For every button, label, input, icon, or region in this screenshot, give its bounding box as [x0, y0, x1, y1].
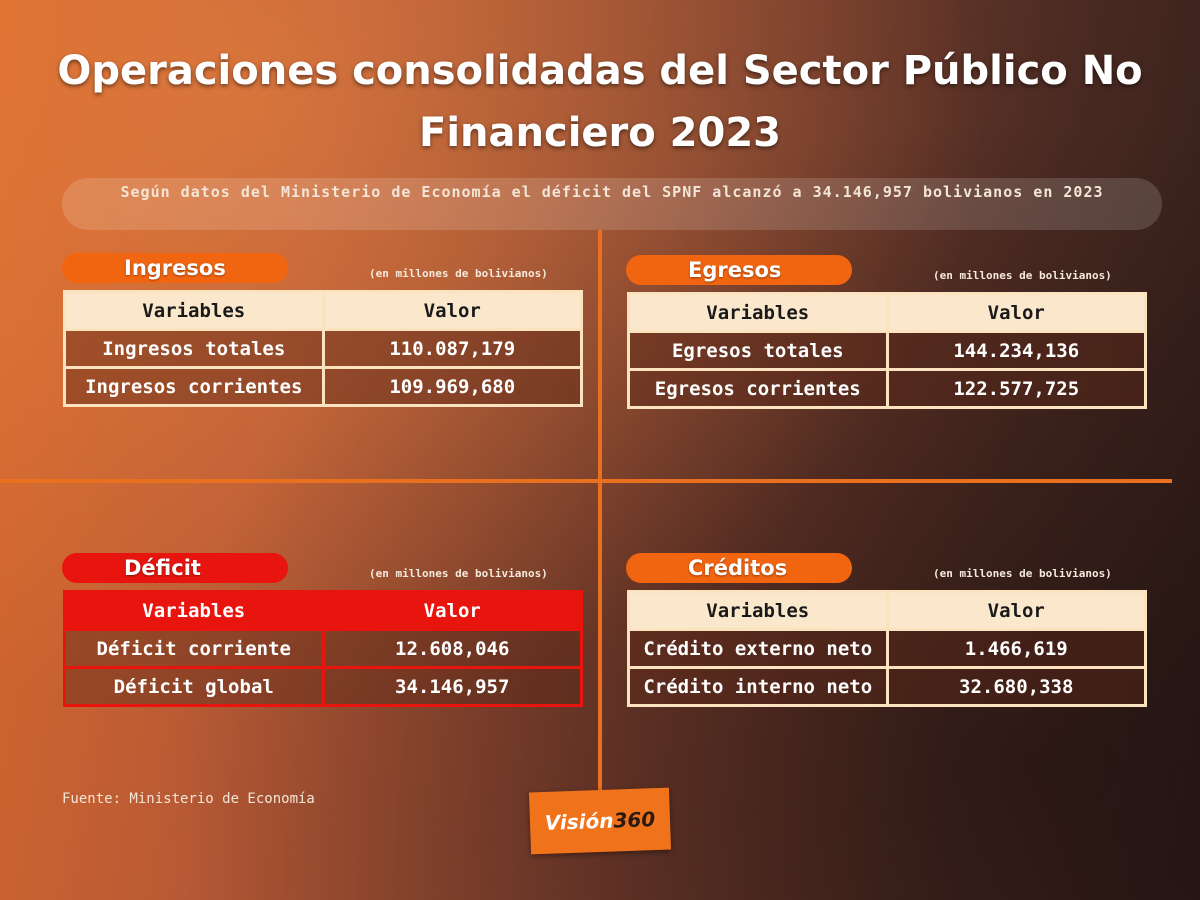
horizontal-divider: [0, 479, 1172, 483]
ingresos-label: Ingresos: [62, 253, 288, 283]
row-variable: Déficit global: [63, 666, 325, 707]
title-line-2: Financiero 2023: [419, 110, 781, 156]
header-valor: Valor: [885, 292, 1147, 333]
ingresos-table: Variables Valor Ingresos totales 110.087,17…: [63, 290, 583, 407]
table-row: Crédito externo neto 1.466,619: [627, 628, 1147, 669]
header-variables: Variables: [63, 290, 325, 331]
table-row: Déficit corriente 12.608,046: [63, 628, 583, 669]
row-variable: Egresos totales: [627, 330, 889, 371]
creditos-label: Créditos: [626, 553, 852, 583]
row-value: 110.087,179: [321, 328, 583, 369]
row-variable: Déficit corriente: [63, 628, 325, 669]
table-header: Variables Valor: [63, 290, 583, 331]
header-valor: Valor: [321, 590, 583, 631]
egresos-unit-note: (en millones de bolivianos): [933, 269, 1112, 282]
creditos-unit-note: (en millones de bolivianos): [933, 567, 1112, 580]
table-row: Déficit global 34.146,957: [63, 666, 583, 707]
vision360-logo: Visión360: [528, 787, 672, 855]
row-variable: Crédito externo neto: [627, 628, 889, 669]
deficit-table: Variables Valor Déficit corriente 12.608,04…: [63, 590, 583, 707]
table-row: Egresos totales 144.234,136: [627, 330, 1147, 371]
source-note: Fuente: Ministerio de Economía: [62, 791, 315, 807]
egresos-table: Variables Valor Egresos totales 144.234,136…: [627, 292, 1147, 409]
egresos-label: Egresos: [626, 255, 852, 285]
header-variables: Variables: [627, 590, 889, 631]
row-variable: Ingresos corrientes: [63, 366, 325, 407]
deficit-label: Déficit: [62, 553, 288, 583]
table-row: Egresos corrientes 122.577,725: [627, 368, 1147, 409]
table-row: Crédito interno neto 32.680,338: [627, 666, 1147, 707]
row-value: 144.234,136: [885, 330, 1147, 371]
header-valor: Valor: [885, 590, 1147, 631]
table-row: Ingresos corrientes 109.969,680: [63, 366, 583, 407]
title-line-1: Operaciones consolidadas del Sector Públ…: [57, 48, 1143, 94]
deficit-unit-note: (en millones de bolivianos): [369, 567, 548, 580]
row-variable: Egresos corrientes: [627, 368, 889, 409]
row-value: 32.680,338: [885, 666, 1147, 707]
header-valor: Valor: [321, 290, 583, 331]
header-variables: Variables: [627, 292, 889, 333]
row-variable: Ingresos totales: [63, 328, 325, 369]
table-header: Variables Valor: [627, 590, 1147, 631]
vertical-divider: [598, 230, 602, 790]
header-variables: Variables: [63, 590, 325, 631]
row-value: 12.608,046: [321, 628, 583, 669]
row-value: 109.969,680: [321, 366, 583, 407]
table-header: Variables Valor: [627, 292, 1147, 333]
ingresos-unit-note: (en millones de bolivianos): [369, 267, 548, 280]
row-value: 122.577,725: [885, 368, 1147, 409]
row-variable: Crédito interno neto: [627, 666, 889, 707]
page-title: Operaciones consolidadas del Sector Públ…: [0, 40, 1200, 164]
table-header: Variables Valor: [63, 590, 583, 631]
row-value: 34.146,957: [321, 666, 583, 707]
table-row: Ingresos totales 110.087,179: [63, 328, 583, 369]
subtitle: Según datos del Ministerio de Economía e…: [62, 178, 1162, 230]
row-value: 1.466,619: [885, 628, 1147, 669]
logo-number: 360: [613, 807, 656, 833]
creditos-table: Variables Valor Crédito externo neto 1.466,…: [627, 590, 1147, 707]
logo-text: Visión: [544, 808, 614, 835]
